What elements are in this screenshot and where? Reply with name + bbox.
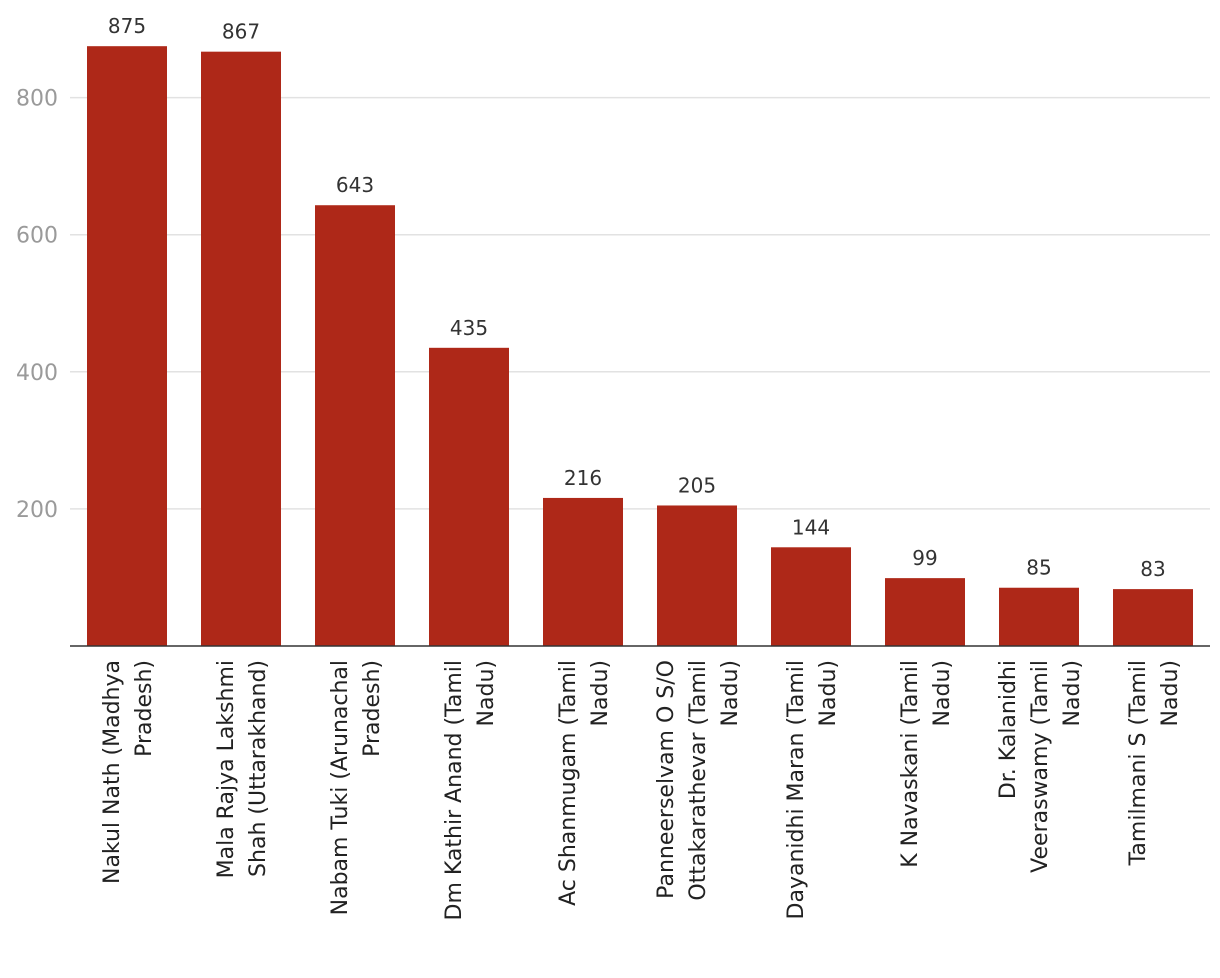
bar <box>543 497 623 646</box>
y-tick-label: 800 <box>16 87 58 112</box>
x-category-label-line: Nadu) <box>718 660 743 726</box>
bar <box>657 505 737 646</box>
x-category-label: Dm Kathir Anand (Tamil Nadu) <box>442 660 499 921</box>
bar-value-label: 435 <box>450 316 488 340</box>
x-category-label: Ac Shanmugam (Tamil Nadu) <box>556 660 613 906</box>
x-category-label-line: Pradesh) <box>132 660 157 757</box>
x-category-label-line: Dr. Kalanidhi <box>996 660 1021 799</box>
x-category-label-line: Dm Kathir Anand (Tamil <box>442 660 467 921</box>
x-category-label-line: Veeraswamy (Tamil <box>1028 660 1053 873</box>
bars <box>87 46 1193 646</box>
bar-value-label: 216 <box>564 466 602 490</box>
bar-value-label: 205 <box>678 473 716 497</box>
x-category-label: Dr. Kalanidhi Veeraswamy (Tamil Nadu) <box>996 660 1085 873</box>
x-category-label-line: Shah (Uttarakhand) <box>246 660 271 877</box>
x-category-label-line: Mala Rajya Lakshmi <box>214 660 239 878</box>
bar <box>771 547 851 646</box>
x-category-label-line: Nadu) <box>588 660 613 726</box>
bar <box>1113 589 1193 646</box>
x-category-label: Nakul Nath (Madhya Pradesh) <box>100 660 157 884</box>
x-axis-category-labels: Nakul Nath (Madhya Pradesh) Mala Rajya Lak… <box>100 660 1183 921</box>
x-category-label: Nabam Tuki (Arunachal Pradesh) <box>328 660 385 915</box>
bar <box>429 347 509 646</box>
x-category-label-line: Nadu) <box>816 660 841 726</box>
bar <box>87 46 167 646</box>
x-category-label: Mala Rajya Lakshmi Shah (Uttarakhand) <box>214 660 271 878</box>
bar <box>315 205 395 646</box>
x-category-label-line: Nadu) <box>1060 660 1085 726</box>
bar-value-label: 643 <box>336 173 374 197</box>
x-category-label: Panneerselvam O S/O Ottakarathevar (Tamil… <box>654 660 743 901</box>
bar-value-label: 867 <box>222 20 260 44</box>
x-category-label-line: K Navaskani (Tamil <box>898 660 923 868</box>
x-category-label-line: Nabam Tuki (Arunachal <box>328 660 353 915</box>
x-category-label-line: Pradesh) <box>360 660 385 757</box>
bar-value-label: 83 <box>1140 557 1165 581</box>
x-category-label-line: Nadu) <box>474 660 499 726</box>
y-tick-label: 400 <box>16 361 58 386</box>
y-axis-ticks: 200 400 600 800 <box>16 87 58 523</box>
x-category-label-line: Dayanidhi Maran (Tamil <box>784 660 809 919</box>
x-category-label: K Navaskani (Tamil Nadu) <box>898 660 955 868</box>
x-category-label: Dayanidhi Maran (Tamil Nadu) <box>784 660 841 919</box>
bar-value-labels: 875 867 643 435 216 205 144 99 85 83 <box>108 14 1166 581</box>
y-tick-label: 600 <box>16 224 58 249</box>
x-category-label-line: Nadu) <box>930 660 955 726</box>
x-category-label-line: Panneerselvam O S/O <box>654 660 679 899</box>
bar-value-label: 144 <box>792 515 830 539</box>
x-category-label: Tamilmani S (Tamil Nadu) <box>1126 660 1183 866</box>
x-category-label-line: Tamilmani S (Tamil <box>1126 660 1151 866</box>
x-category-label-line: Nakul Nath (Madhya <box>100 660 125 884</box>
bar-value-label: 99 <box>912 546 937 570</box>
bar <box>999 587 1079 646</box>
bar-value-label: 875 <box>108 14 146 38</box>
x-category-label-line: Nadu) <box>1158 660 1183 726</box>
x-category-label-line: Ottakarathevar (Tamil <box>686 660 711 901</box>
bar-value-label: 85 <box>1026 556 1051 580</box>
y-tick-label: 200 <box>16 498 58 523</box>
bar <box>201 51 281 646</box>
bar <box>885 578 965 646</box>
x-category-label-line: Ac Shanmugam (Tamil <box>556 660 581 906</box>
